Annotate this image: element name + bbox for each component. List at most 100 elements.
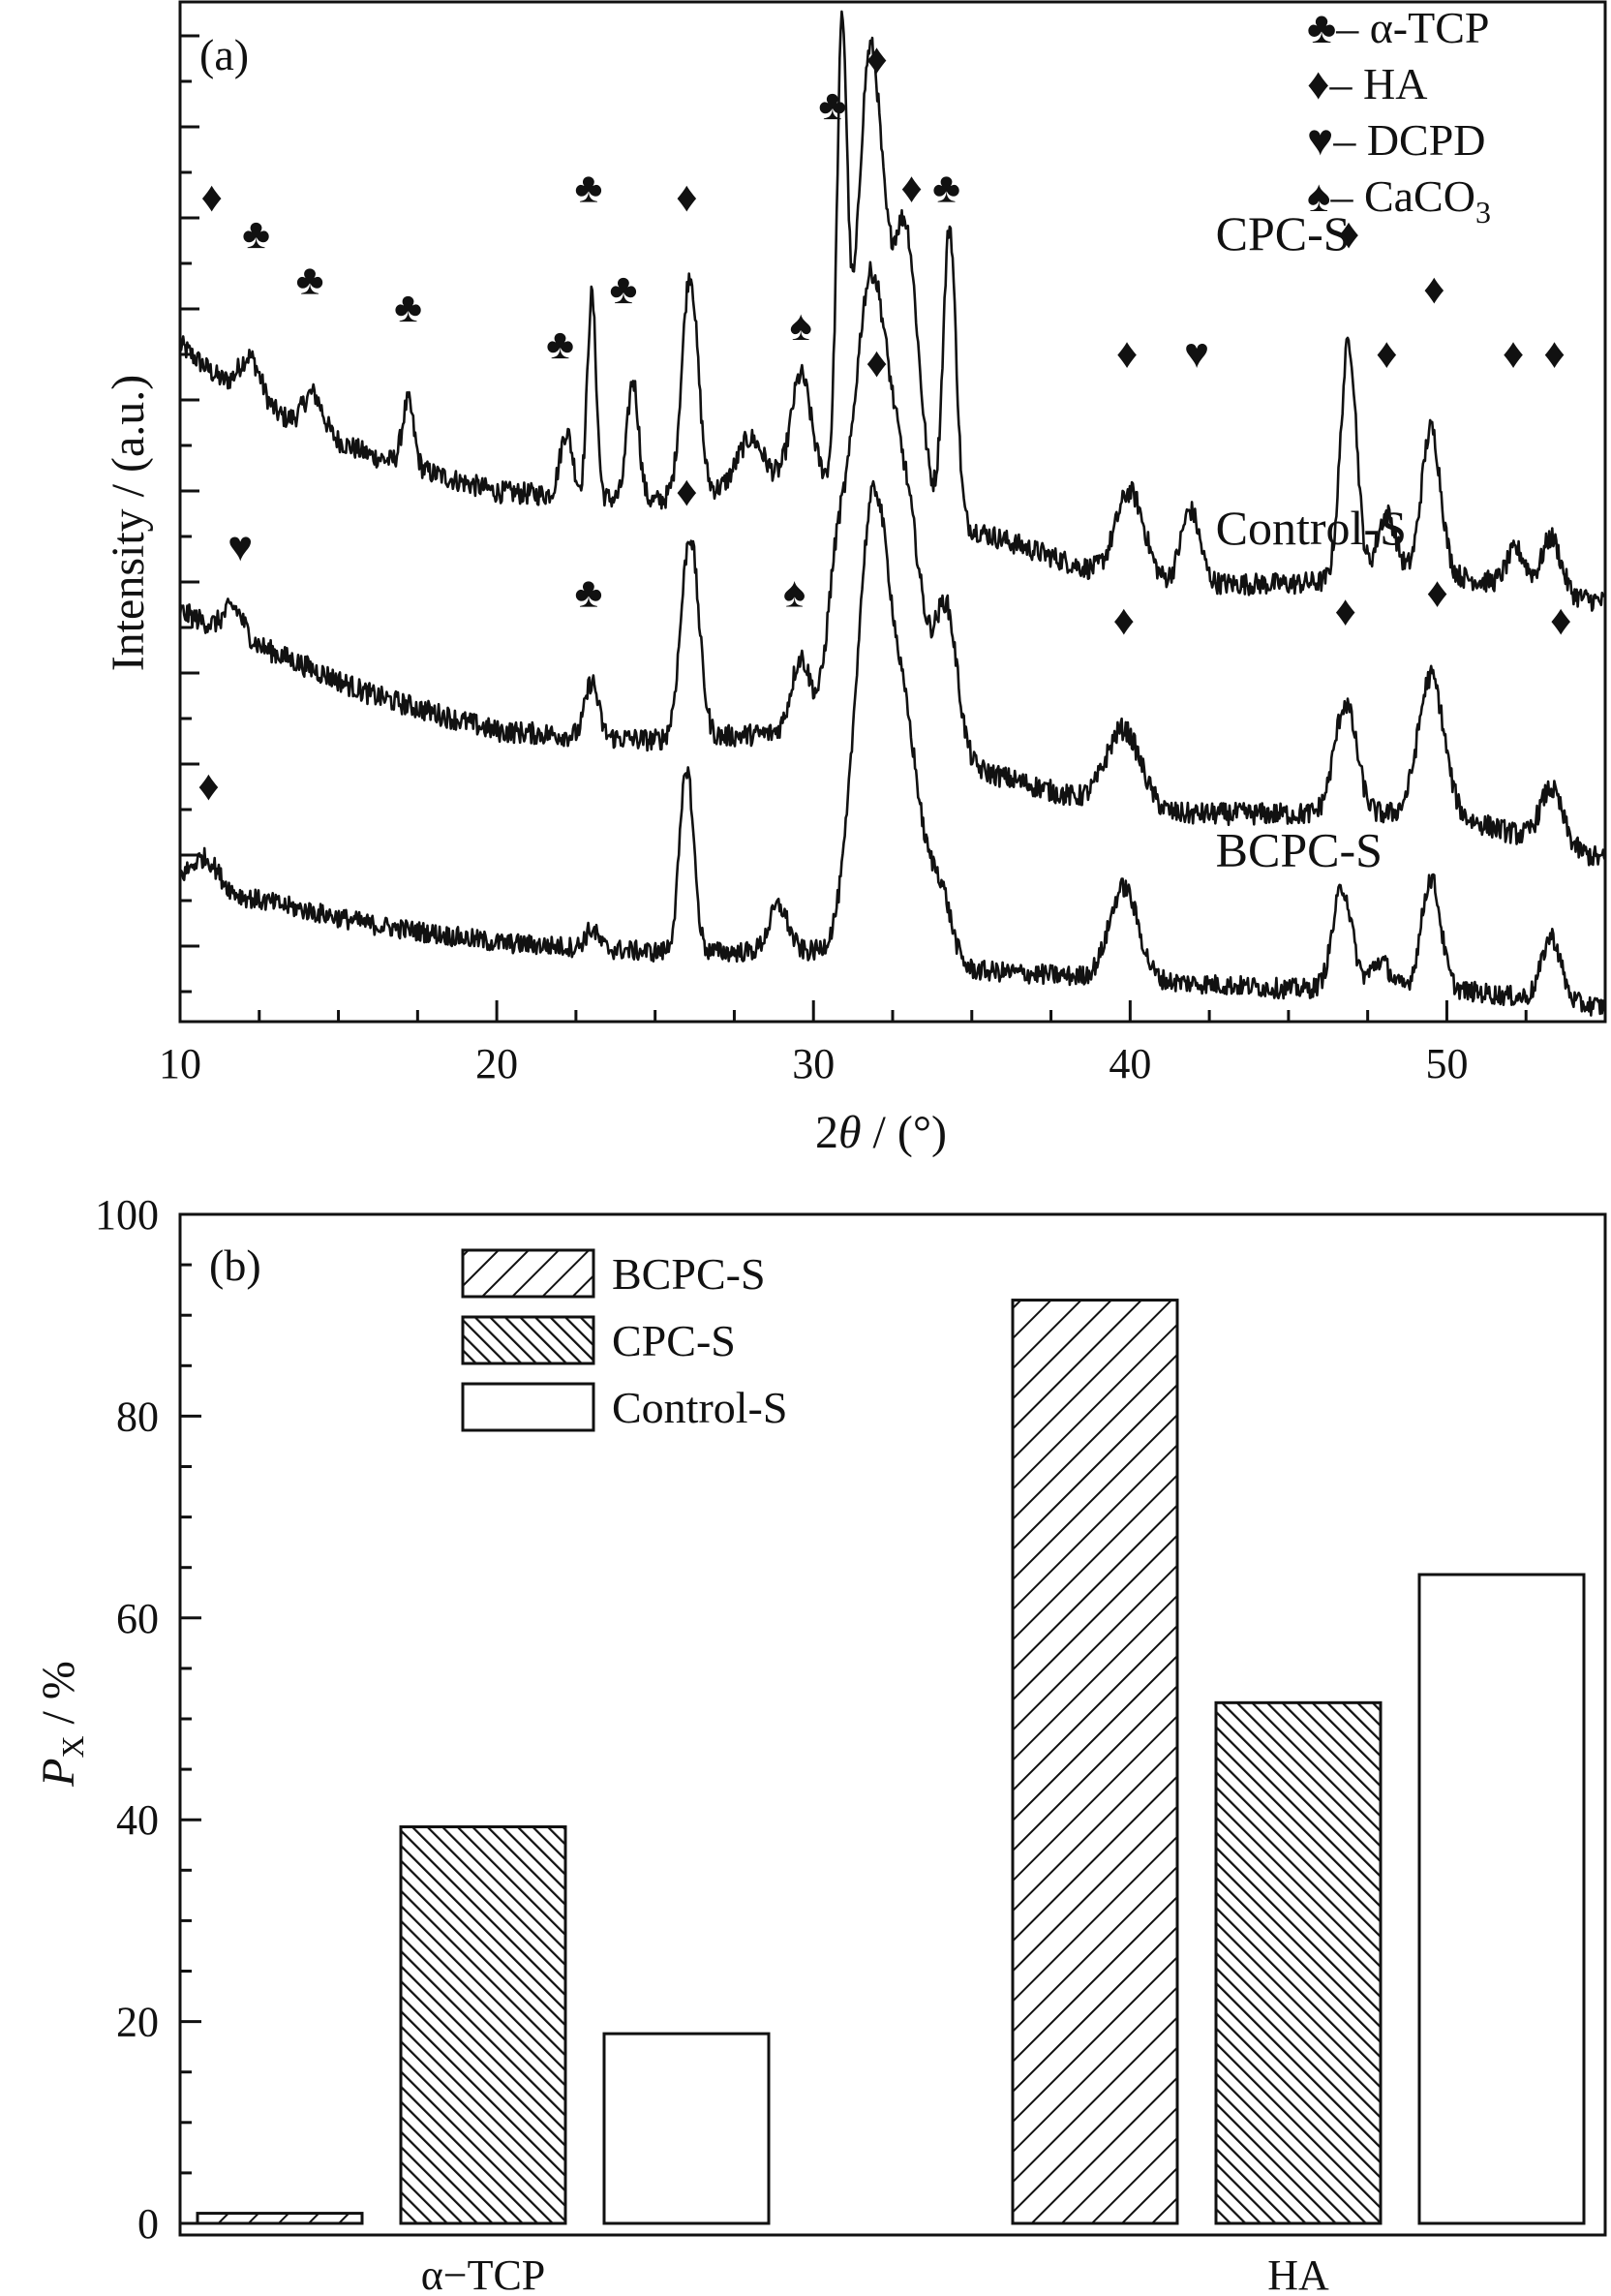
sample-label: CPC-S <box>1216 206 1351 260</box>
bar-control-s <box>602 2032 771 2225</box>
legend-label: BCPC-S <box>612 1249 766 1299</box>
phase-marker: ♦ <box>200 173 222 221</box>
panel-b-y-ticks: 0 20 40 60 80 100 <box>95 1191 201 2248</box>
y-title-p: P <box>33 1759 84 1788</box>
legend-entry: ♥– DCPD <box>1307 115 1486 165</box>
panel-a-sample-labels: CPC-S Control-S BCPC-S <box>1216 206 1407 877</box>
sample-label: Control-S <box>1216 501 1407 555</box>
panel-a-y-ticks <box>180 34 199 994</box>
legend-entry: ♠– CaCO3 <box>1307 171 1491 230</box>
phase-marker: ♦ <box>676 173 697 221</box>
x-tick-label: 10 <box>159 1040 201 1087</box>
legend-subscript: 3 <box>1475 195 1491 230</box>
panel-a-x-ticks: 10 20 30 40 50 <box>159 1000 1607 1087</box>
legend-label: α-TCP <box>1370 3 1490 52</box>
phase-marker: ♠ <box>789 302 811 350</box>
phase-marker: ♥ <box>228 523 253 570</box>
phase-marker: ♦ <box>900 165 922 212</box>
y-tick-label: 60 <box>116 1595 159 1642</box>
phase-marker: ♦ <box>1376 330 1397 378</box>
panel-a-traces <box>178 10 1607 1017</box>
x-tick-label: 30 <box>792 1040 835 1087</box>
panel-a-legend: ♣– α-TCP♦– HA♥– DCPD♠– CaCO3 <box>1307 3 1491 230</box>
phase-marker: ♦ <box>1550 597 1571 644</box>
phase-marker: ♦ <box>1116 330 1138 378</box>
phase-marker: ♥ <box>1184 330 1209 378</box>
legend-symbol: ♠ <box>1307 171 1330 221</box>
legend-dash: – <box>1335 3 1370 52</box>
phase-marker: ♦ <box>198 762 219 810</box>
phase-marker: ♦ <box>1426 569 1447 617</box>
x-tick-label: 20 <box>475 1040 518 1087</box>
phase-marker: ♣ <box>818 81 846 129</box>
y-title-sub: X <box>55 1735 90 1758</box>
x-tick-label: 40 <box>1109 1040 1151 1087</box>
x-title-post: / (°) <box>862 1107 948 1158</box>
bar-bcpc-s <box>196 2212 364 2225</box>
bar-control-s <box>1417 1573 1586 2225</box>
bar-bcpc-s <box>1011 1299 1179 2225</box>
trace-control-s <box>178 260 1607 867</box>
trace-bcpc-s <box>179 479 1607 1017</box>
legend-dash: – <box>1329 171 1364 221</box>
legend-dash: – <box>1332 115 1367 165</box>
legend-dash: – <box>1328 59 1363 108</box>
phase-marker: ♦ <box>1503 330 1524 378</box>
panel-a-y-axis-title: Intensity / (a.u.) <box>103 375 154 672</box>
phase-marker: ♣ <box>575 569 603 617</box>
phase-marker: ♦ <box>1543 330 1565 378</box>
y-tick-label: 100 <box>95 1191 159 1239</box>
panel-b-frame <box>178 1212 1607 2237</box>
panel-b-bar-chart: 0 20 40 60 80 100 α−TCP HA BCPC-S CPC-S Control-… <box>33 1191 1607 2296</box>
legend-label: CPC-S <box>612 1316 736 1365</box>
panel-a-x-axis-title: 2θ / (°) <box>815 1107 947 1158</box>
x-tick-label: 50 <box>1425 1040 1468 1087</box>
legend-label: HA <box>1363 59 1427 108</box>
y-tick-label: 0 <box>137 2200 159 2248</box>
phase-marker: ♦ <box>866 339 887 386</box>
phase-marker: ♦ <box>1338 210 1359 258</box>
panel-b-bars <box>196 1299 1586 2225</box>
bar-cpc-s <box>1214 1700 1383 2225</box>
panel-b-label: (b) <box>209 1240 261 1290</box>
panel-a-phase-markers: ♦♣♣♣♣♣♣♦♠♣♦♦ ♣♦ ♥♦♦♦♦ ♦♥♣♦♠♦♦ ♦ ♦♦♦ <box>198 36 1571 811</box>
phase-marker: ♦ <box>1335 588 1356 635</box>
phase-marker: ♣ <box>296 257 324 304</box>
legend-entry: ♦– HA <box>1307 59 1427 108</box>
phase-marker: ♣ <box>932 165 960 212</box>
sample-label: BCPC-S <box>1216 823 1383 877</box>
panel-b-y-axis-title: PX / % <box>33 1661 90 1788</box>
x-title-pre: 2 <box>815 1107 838 1158</box>
legend-symbol: ♦ <box>1307 59 1329 108</box>
legend-label: Control-S <box>612 1383 787 1432</box>
panel-b-category-labels: α−TCP HA <box>421 2251 1329 2296</box>
phase-marker: ♦ <box>1113 597 1135 644</box>
panel-b-legend: BCPC-S CPC-S Control-S <box>461 1248 787 1432</box>
legend-swatch <box>461 1248 595 1299</box>
phase-marker: ♣ <box>546 321 574 368</box>
phase-marker: ♠ <box>783 569 806 617</box>
phase-marker: ♣ <box>394 284 422 331</box>
bar-cpc-s <box>399 1824 567 2225</box>
panel-a-xrd: 10 20 30 40 50 ♦♣♣♣♣♣♣♦♠♣♦♦ ♣♦ ♥♦♦♦♦ ♦♥♣♦♠♦♦ ♦ ♦♦… <box>103 0 1607 1158</box>
x-title-theta: θ <box>838 1107 862 1158</box>
legend-swatch <box>461 1382 595 1432</box>
phase-marker: ♦ <box>866 36 887 83</box>
legend-symbol: ♣ <box>1307 3 1336 52</box>
y-tick-label: 80 <box>116 1393 159 1440</box>
legend-label: CaCO <box>1364 171 1475 221</box>
category-label: α−TCP <box>421 2251 546 2296</box>
legend-swatch <box>461 1315 595 1365</box>
y-tick-label: 20 <box>116 1999 159 2046</box>
legend-symbol: ♥ <box>1307 115 1333 165</box>
phase-marker: ♣ <box>575 165 603 212</box>
category-label: HA <box>1267 2251 1329 2296</box>
y-tick-label: 40 <box>116 1796 159 1844</box>
legend-entry: ♣– α-TCP <box>1307 3 1489 52</box>
phase-marker: ♣ <box>242 210 270 258</box>
legend-label: DCPD <box>1367 115 1486 165</box>
panel-a-label: (a) <box>199 30 249 79</box>
trace-cpc-s <box>178 10 1606 612</box>
phase-marker: ♦ <box>1423 265 1444 313</box>
